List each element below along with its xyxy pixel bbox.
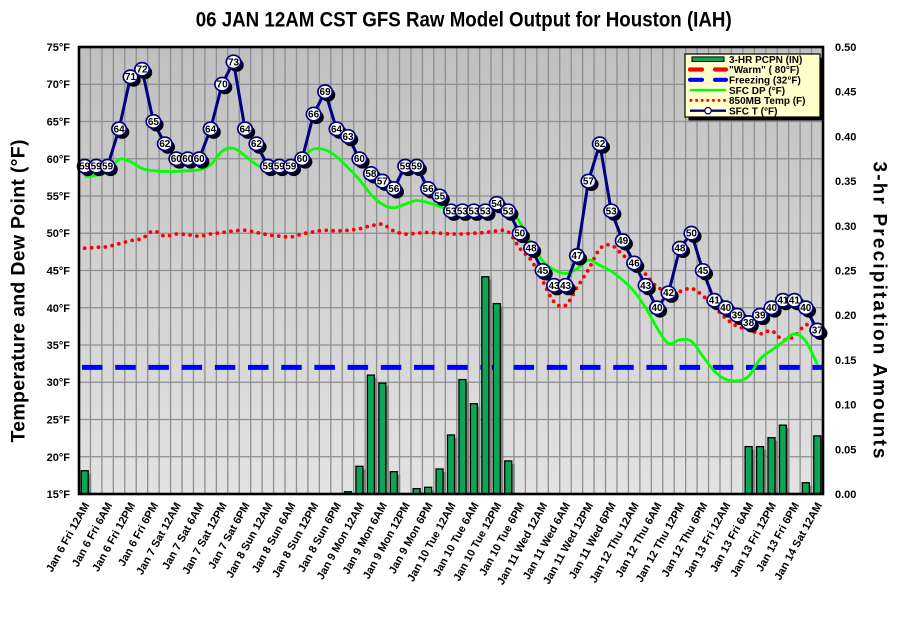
svg-text:54: 54 (491, 199, 503, 210)
svg-text:70: 70 (217, 80, 229, 91)
svg-text:SFC T (°F): SFC T (°F) (729, 106, 777, 117)
svg-text:0.25: 0.25 (835, 266, 856, 278)
svg-text:64: 64 (239, 124, 251, 135)
svg-text:40: 40 (651, 303, 663, 314)
svg-text:48: 48 (674, 244, 686, 255)
svg-text:50: 50 (514, 229, 526, 240)
svg-text:66: 66 (308, 110, 320, 121)
svg-text:0.00: 0.00 (835, 489, 856, 501)
svg-text:"Warm" ( 80°F): "Warm" ( 80°F) (729, 65, 799, 76)
svg-text:62: 62 (159, 139, 171, 150)
svg-text:59: 59 (285, 162, 297, 173)
svg-text:850MB Temp (F): 850MB Temp (F) (729, 96, 806, 107)
svg-text:0.40: 0.40 (835, 131, 856, 143)
svg-text:43: 43 (548, 281, 560, 292)
svg-text:41: 41 (777, 296, 789, 307)
svg-text:0.45: 0.45 (835, 87, 856, 99)
svg-text:3-HR PCPN (IN): 3-HR PCPN (IN) (729, 55, 802, 66)
svg-text:75°F: 75°F (47, 42, 71, 54)
svg-text:Freezing (32°F): Freezing (32°F) (729, 76, 801, 87)
svg-text:38: 38 (743, 318, 755, 329)
svg-text:49: 49 (617, 236, 629, 247)
svg-text:65: 65 (148, 117, 160, 128)
svg-text:37: 37 (812, 326, 824, 337)
svg-text:59: 59 (400, 162, 412, 173)
svg-text:0.05: 0.05 (835, 444, 856, 456)
svg-text:45: 45 (537, 266, 549, 277)
svg-text:59: 59 (274, 162, 286, 173)
svg-text:40°F: 40°F (47, 303, 71, 315)
svg-text:56: 56 (388, 184, 400, 195)
svg-text:59: 59 (262, 162, 274, 173)
svg-text:43: 43 (640, 281, 652, 292)
svg-text:57: 57 (583, 177, 595, 188)
svg-text:60: 60 (354, 154, 366, 165)
svg-text:55°F: 55°F (47, 191, 71, 203)
svg-text:0.50: 0.50 (835, 42, 856, 54)
svg-text:30°F: 30°F (47, 377, 71, 389)
svg-text:63: 63 (342, 132, 354, 143)
svg-text:60: 60 (182, 154, 194, 165)
svg-text:53: 53 (480, 206, 492, 217)
svg-text:73: 73 (228, 57, 240, 68)
svg-text:65°F: 65°F (47, 117, 71, 129)
svg-text:56: 56 (423, 184, 435, 195)
svg-text:47: 47 (571, 251, 583, 262)
svg-text:25°F: 25°F (47, 415, 71, 427)
svg-text:59: 59 (102, 162, 114, 173)
svg-text:39: 39 (732, 311, 744, 322)
svg-text:20°F: 20°F (47, 452, 71, 464)
svg-text:62: 62 (594, 139, 606, 150)
svg-text:46: 46 (629, 258, 641, 269)
svg-text:64: 64 (114, 124, 126, 135)
svg-text:41: 41 (709, 296, 721, 307)
svg-text:55: 55 (434, 191, 446, 202)
svg-text:48: 48 (526, 244, 538, 255)
svg-text:50°F: 50°F (47, 228, 71, 240)
svg-text:50: 50 (686, 229, 698, 240)
svg-text:53: 53 (445, 206, 457, 217)
svg-text:0.20: 0.20 (835, 310, 856, 322)
svg-text:60°F: 60°F (47, 154, 71, 166)
svg-text:0.30: 0.30 (835, 221, 856, 233)
svg-text:06 JAN 12AM CST GFS Raw Model: 06 JAN 12AM CST GFS Raw Model Output for… (196, 7, 732, 31)
svg-text:40: 40 (766, 303, 778, 314)
svg-text:72: 72 (136, 65, 148, 76)
svg-text:3-hr Precipitation Amounts: 3-hr Precipitation Amounts (869, 162, 890, 459)
svg-text:59: 59 (411, 162, 423, 173)
svg-text:64: 64 (205, 124, 217, 135)
svg-text:70°F: 70°F (47, 79, 71, 91)
svg-text:42: 42 (663, 288, 675, 299)
svg-text:53: 53 (503, 206, 515, 217)
svg-text:60: 60 (297, 154, 309, 165)
svg-text:60: 60 (194, 154, 206, 165)
svg-text:53: 53 (468, 206, 480, 217)
svg-text:Temperature and Dew Point (°F): Temperature and Dew Point (°F) (8, 140, 30, 443)
svg-text:57: 57 (377, 177, 389, 188)
svg-text:40: 40 (800, 303, 812, 314)
svg-text:60: 60 (171, 154, 183, 165)
svg-text:SFC DP (°F): SFC DP (°F) (729, 86, 785, 97)
svg-text:62: 62 (251, 139, 263, 150)
svg-text:35°F: 35°F (47, 340, 71, 352)
svg-text:41: 41 (789, 296, 801, 307)
svg-text:15°F: 15°F (47, 489, 71, 501)
svg-text:71: 71 (125, 72, 137, 83)
svg-text:0.10: 0.10 (835, 400, 856, 412)
svg-text:53: 53 (457, 206, 469, 217)
svg-text:0.15: 0.15 (835, 355, 856, 367)
svg-text:59: 59 (91, 162, 103, 173)
svg-text:64: 64 (331, 124, 343, 135)
svg-text:58: 58 (365, 169, 377, 180)
svg-text:40: 40 (720, 303, 732, 314)
svg-text:45°F: 45°F (47, 266, 71, 278)
svg-text:69: 69 (320, 87, 332, 98)
svg-text:43: 43 (560, 281, 572, 292)
svg-text:0.35: 0.35 (835, 176, 856, 188)
svg-text:59: 59 (79, 162, 91, 173)
svg-text:39: 39 (754, 311, 766, 322)
svg-text:45: 45 (697, 266, 709, 277)
svg-text:53: 53 (606, 206, 618, 217)
